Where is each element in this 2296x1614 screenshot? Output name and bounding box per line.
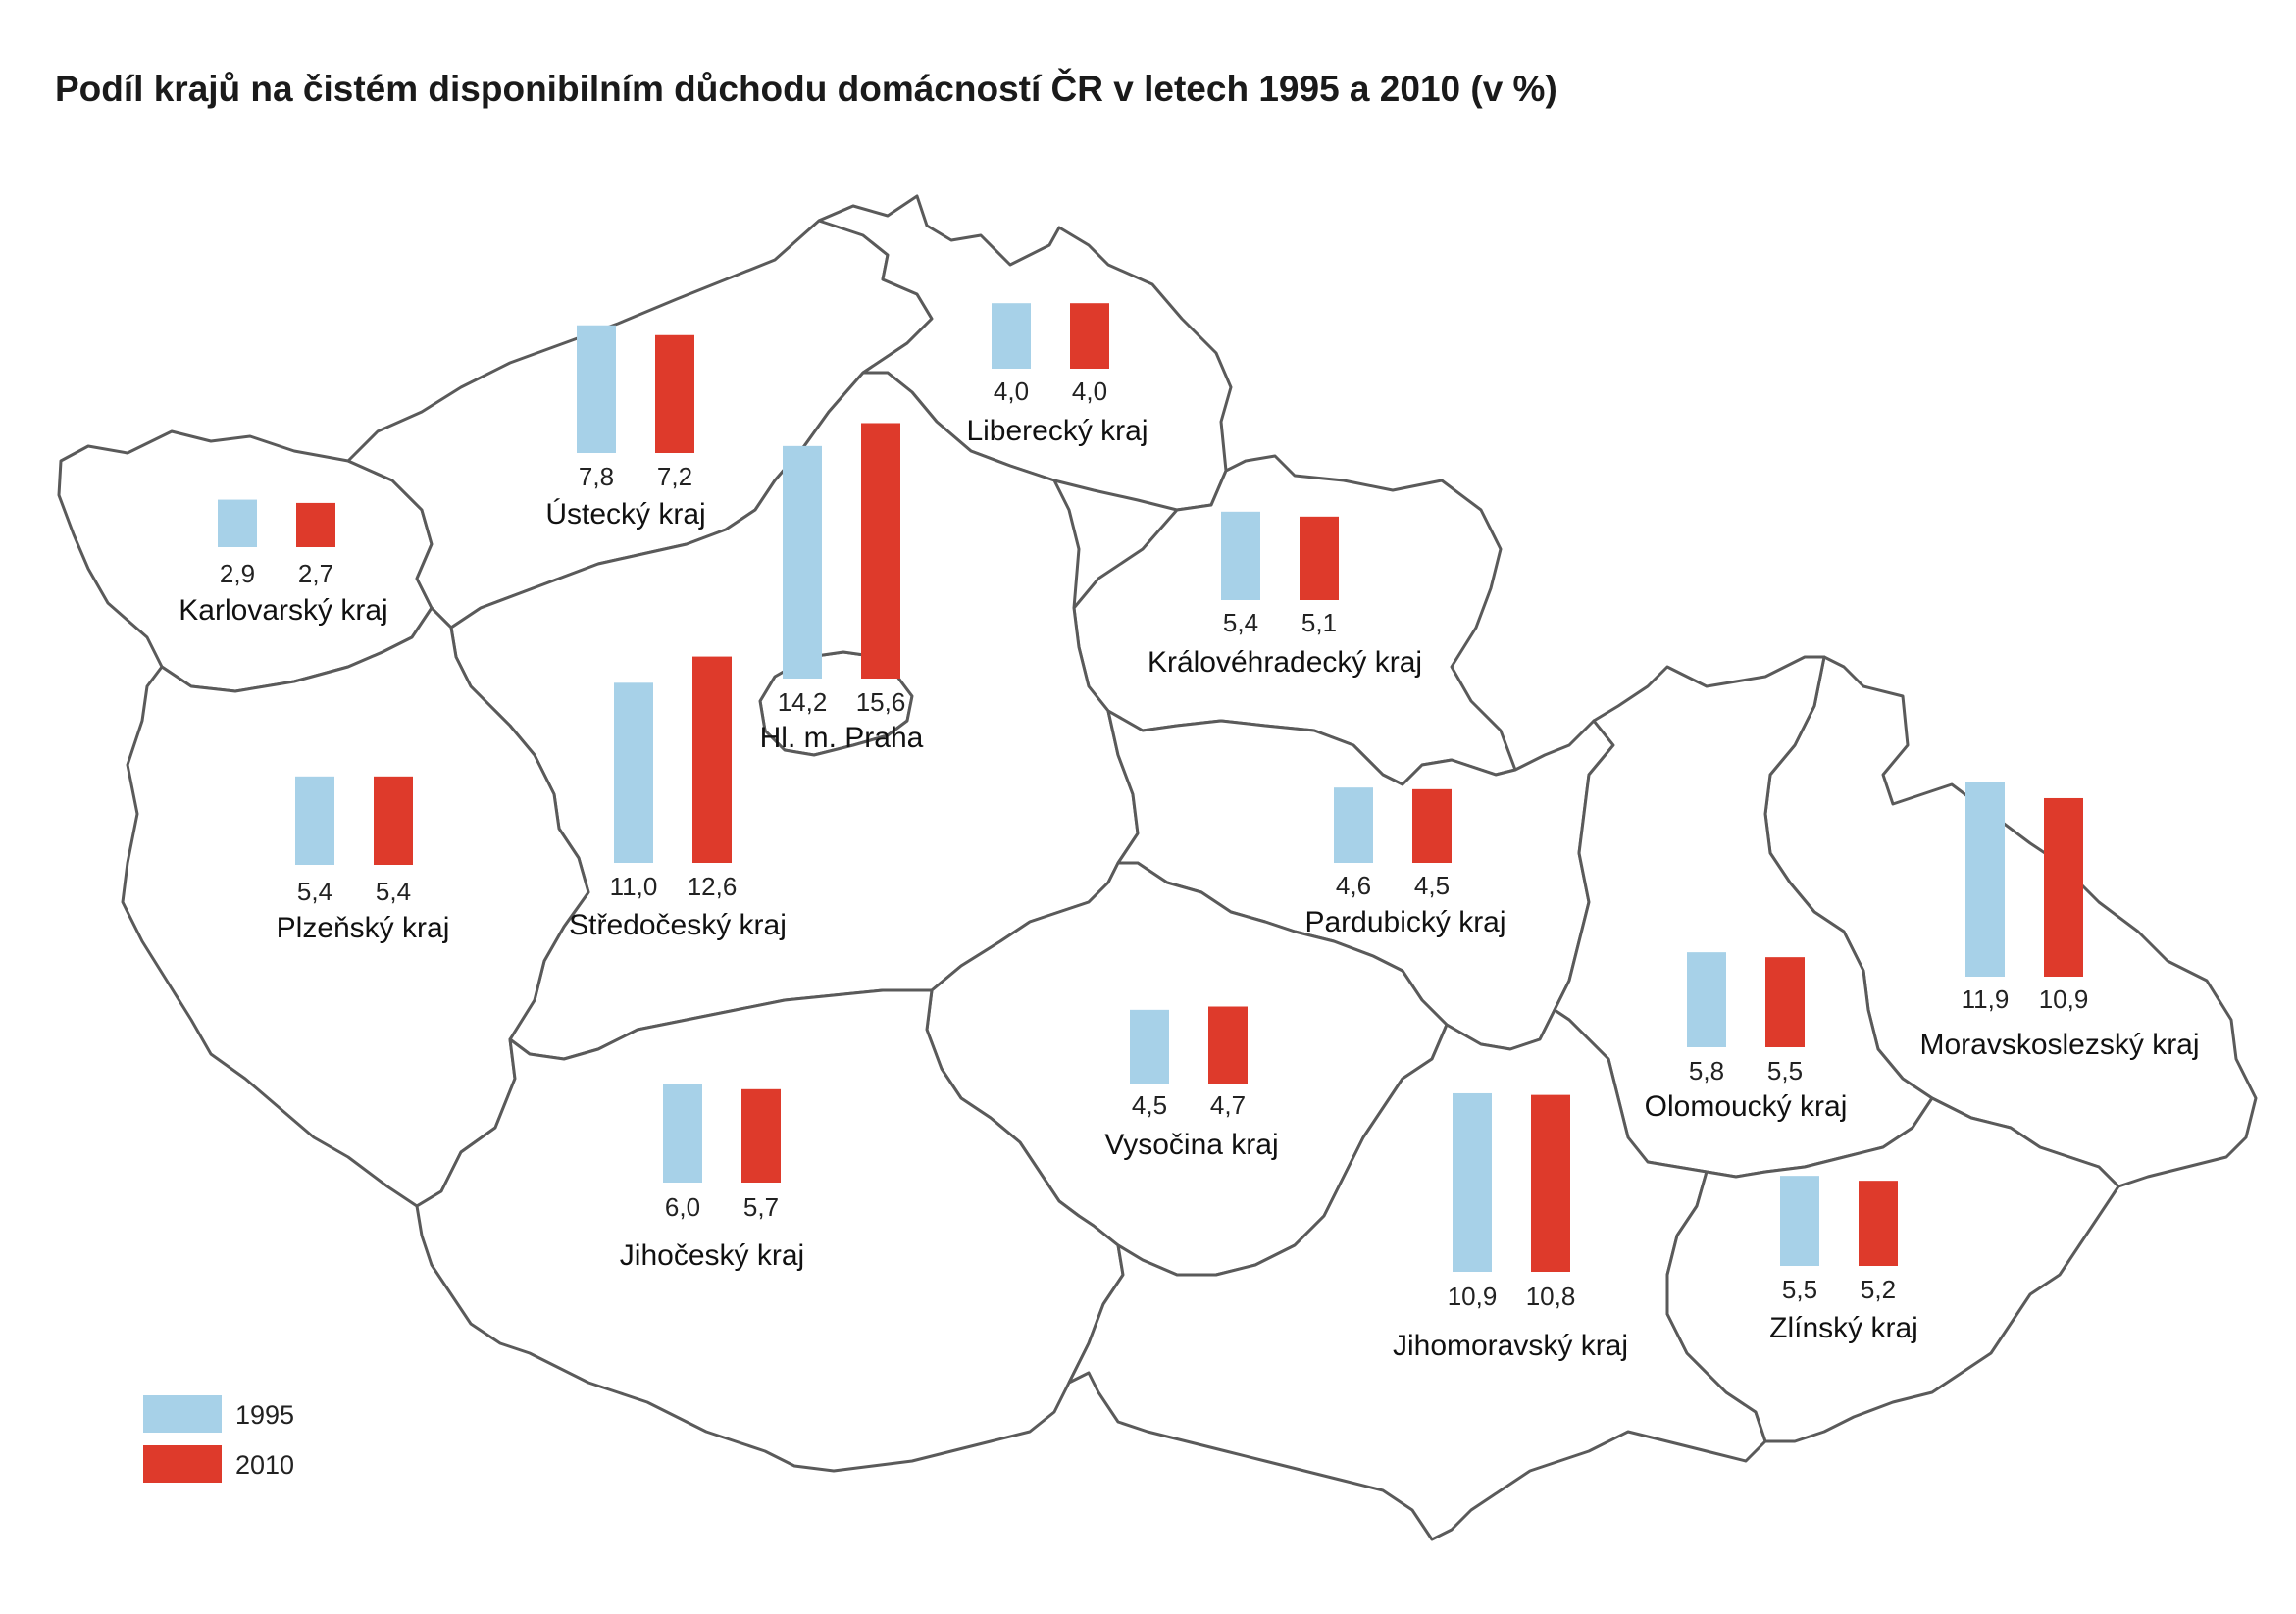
bar-liberecky-kraj-2010: [1070, 303, 1109, 369]
value-label-kralovehradecky-kraj-1995: 5,4: [1223, 608, 1258, 637]
region-name-jihomoravsky-kraj: Jihomoravský kraj: [1393, 1330, 1628, 1362]
bar-pardubicky-kraj-2010: [1412, 788, 1452, 863]
region-name-liberecky-kraj: Liberecký kraj: [966, 415, 1148, 447]
value-label-karlovarsky-kraj-2010: 2,7: [298, 559, 333, 588]
value-label-jihomoravsky-kraj-2010: 10,8: [1526, 1282, 1576, 1311]
region-name-hl-m-praha: Hl. m. Praha: [760, 722, 924, 754]
legend-swatch-1995: [143, 1395, 222, 1433]
region-name-vysocina-kraj: Vysočina kraj: [1104, 1129, 1278, 1161]
bar-jihocesky-kraj-1995: [663, 1084, 702, 1183]
region-name-stredocesky-kraj: Středočeský kraj: [569, 909, 787, 941]
value-label-stredocesky-kraj-1995: 11,0: [610, 872, 658, 901]
value-label-kralovehradecky-kraj-2010: 5,1: [1301, 608, 1337, 637]
region-name-olomoucky-kraj: Olomoucký kraj: [1645, 1090, 1848, 1123]
value-label-vysocina-kraj-1995: 4,5: [1132, 1090, 1167, 1120]
bar-ustecky-kraj-2010: [655, 334, 694, 453]
bar-karlovarsky-kraj-2010: [296, 502, 335, 547]
bar-vysocina-kraj-1995: [1130, 1009, 1169, 1084]
value-label-olomoucky-kraj-1995: 5,8: [1689, 1056, 1724, 1085]
value-label-moravskoslezsky-kraj-2010: 10,9: [2039, 984, 2089, 1014]
region-name-moravskoslezsky-kraj: Moravskoslezský kraj: [1919, 1029, 2199, 1061]
bar-plzensky-kraj-1995: [295, 776, 334, 865]
region-name-kralovehradecky-kraj: Královéhradecký kraj: [1148, 646, 1422, 679]
bar-karlovarsky-kraj-1995: [218, 499, 257, 547]
legend-label-1995: 1995: [235, 1400, 295, 1430]
value-label-liberecky-kraj-1995: 4,0: [994, 377, 1029, 406]
value-label-olomoucky-kraj-2010: 5,5: [1767, 1056, 1803, 1085]
bar-stredocesky-kraj-2010: [692, 656, 732, 863]
region-jihocesky: [415, 988, 1125, 1473]
bar-plzensky-kraj-2010: [374, 776, 413, 865]
bar-moravskoslezsky-kraj-1995: [1965, 782, 2005, 977]
value-label-jihocesky-kraj-2010: 5,7: [743, 1192, 779, 1222]
legend-label-2010: 2010: [235, 1450, 295, 1480]
region-labels: 7,8 7,2 Ústecký kraj 2,9 2,7 Karlovarský kraj…: [179, 377, 2199, 1362]
region-name-pardubicky-kraj: Pardubický kraj: [1304, 906, 1505, 938]
bar-stredocesky-kraj-1995: [614, 682, 653, 863]
bar-zlinsky-kraj-1995: [1780, 1176, 1819, 1266]
bar-pardubicky-kraj-1995: [1334, 787, 1373, 863]
value-label-vysocina-kraj-2010: 4,7: [1210, 1090, 1246, 1120]
value-label-ustecky-kraj-2010: 7,2: [657, 462, 692, 491]
bar-hl-m-praha-1995: [783, 445, 822, 679]
value-label-hl-m-praha-1995: 14,2: [778, 687, 828, 717]
bar-zlinsky-kraj-2010: [1859, 1181, 1898, 1266]
region-borders: [57, 194, 2258, 1541]
region-jihomoravsky: [1067, 1008, 1767, 1541]
value-label-hl-m-praha-2010: 15,6: [856, 687, 906, 717]
region-name-ustecky-kraj: Ústecký kraj: [545, 498, 705, 530]
value-label-liberecky-kraj-2010: 4,0: [1072, 377, 1107, 406]
region-name-karlovarsky-kraj: Karlovarský kraj: [179, 594, 387, 627]
region-name-plzensky-kraj: Plzeňský kraj: [277, 912, 450, 944]
bar-jihomoravsky-kraj-2010: [1531, 1094, 1570, 1272]
value-label-moravskoslezsky-kraj-1995: 11,9: [1962, 984, 2010, 1014]
value-label-ustecky-kraj-1995: 7,8: [579, 462, 614, 491]
bar-jihocesky-kraj-2010: [741, 1088, 781, 1183]
value-label-jihomoravsky-kraj-1995: 10,9: [1448, 1282, 1498, 1311]
bar-olomoucky-kraj-1995: [1687, 952, 1726, 1047]
bar-olomoucky-kraj-2010: [1765, 957, 1805, 1047]
value-label-pardubicky-kraj-1995: 4,6: [1336, 871, 1371, 900]
value-label-plzensky-kraj-2010: 5,4: [376, 877, 411, 906]
bar-liberecky-kraj-1995: [992, 303, 1031, 369]
bar-jihomoravsky-kraj-1995: [1453, 1092, 1492, 1272]
value-label-zlinsky-kraj-2010: 5,2: [1861, 1275, 1896, 1304]
value-label-stredocesky-kraj-2010: 12,6: [688, 872, 738, 901]
value-label-karlovarsky-kraj-1995: 2,9: [220, 559, 255, 588]
region-name-jihocesky-kraj: Jihočeský kraj: [620, 1239, 804, 1272]
bar-kralovehradecky-kraj-2010: [1300, 516, 1339, 600]
map-title: Podíl krajů na čistém disponibilním důch…: [55, 69, 1557, 109]
bar-hl-m-praha-2010: [861, 423, 900, 679]
bar-ustecky-kraj-1995: [577, 325, 616, 453]
region-name-zlinsky-kraj: Zlínský kraj: [1769, 1312, 1918, 1344]
value-label-pardubicky-kraj-2010: 4,5: [1414, 871, 1450, 900]
value-label-plzensky-kraj-1995: 5,4: [297, 877, 332, 906]
bar-kralovehradecky-kraj-1995: [1221, 511, 1260, 600]
value-label-zlinsky-kraj-1995: 5,5: [1782, 1275, 1817, 1304]
region-bars: [218, 303, 2083, 1272]
bar-moravskoslezsky-kraj-2010: [2044, 797, 2083, 977]
bar-vysocina-kraj-2010: [1208, 1006, 1248, 1084]
legend-swatch-2010: [143, 1445, 222, 1483]
value-label-jihocesky-kraj-1995: 6,0: [665, 1192, 700, 1222]
